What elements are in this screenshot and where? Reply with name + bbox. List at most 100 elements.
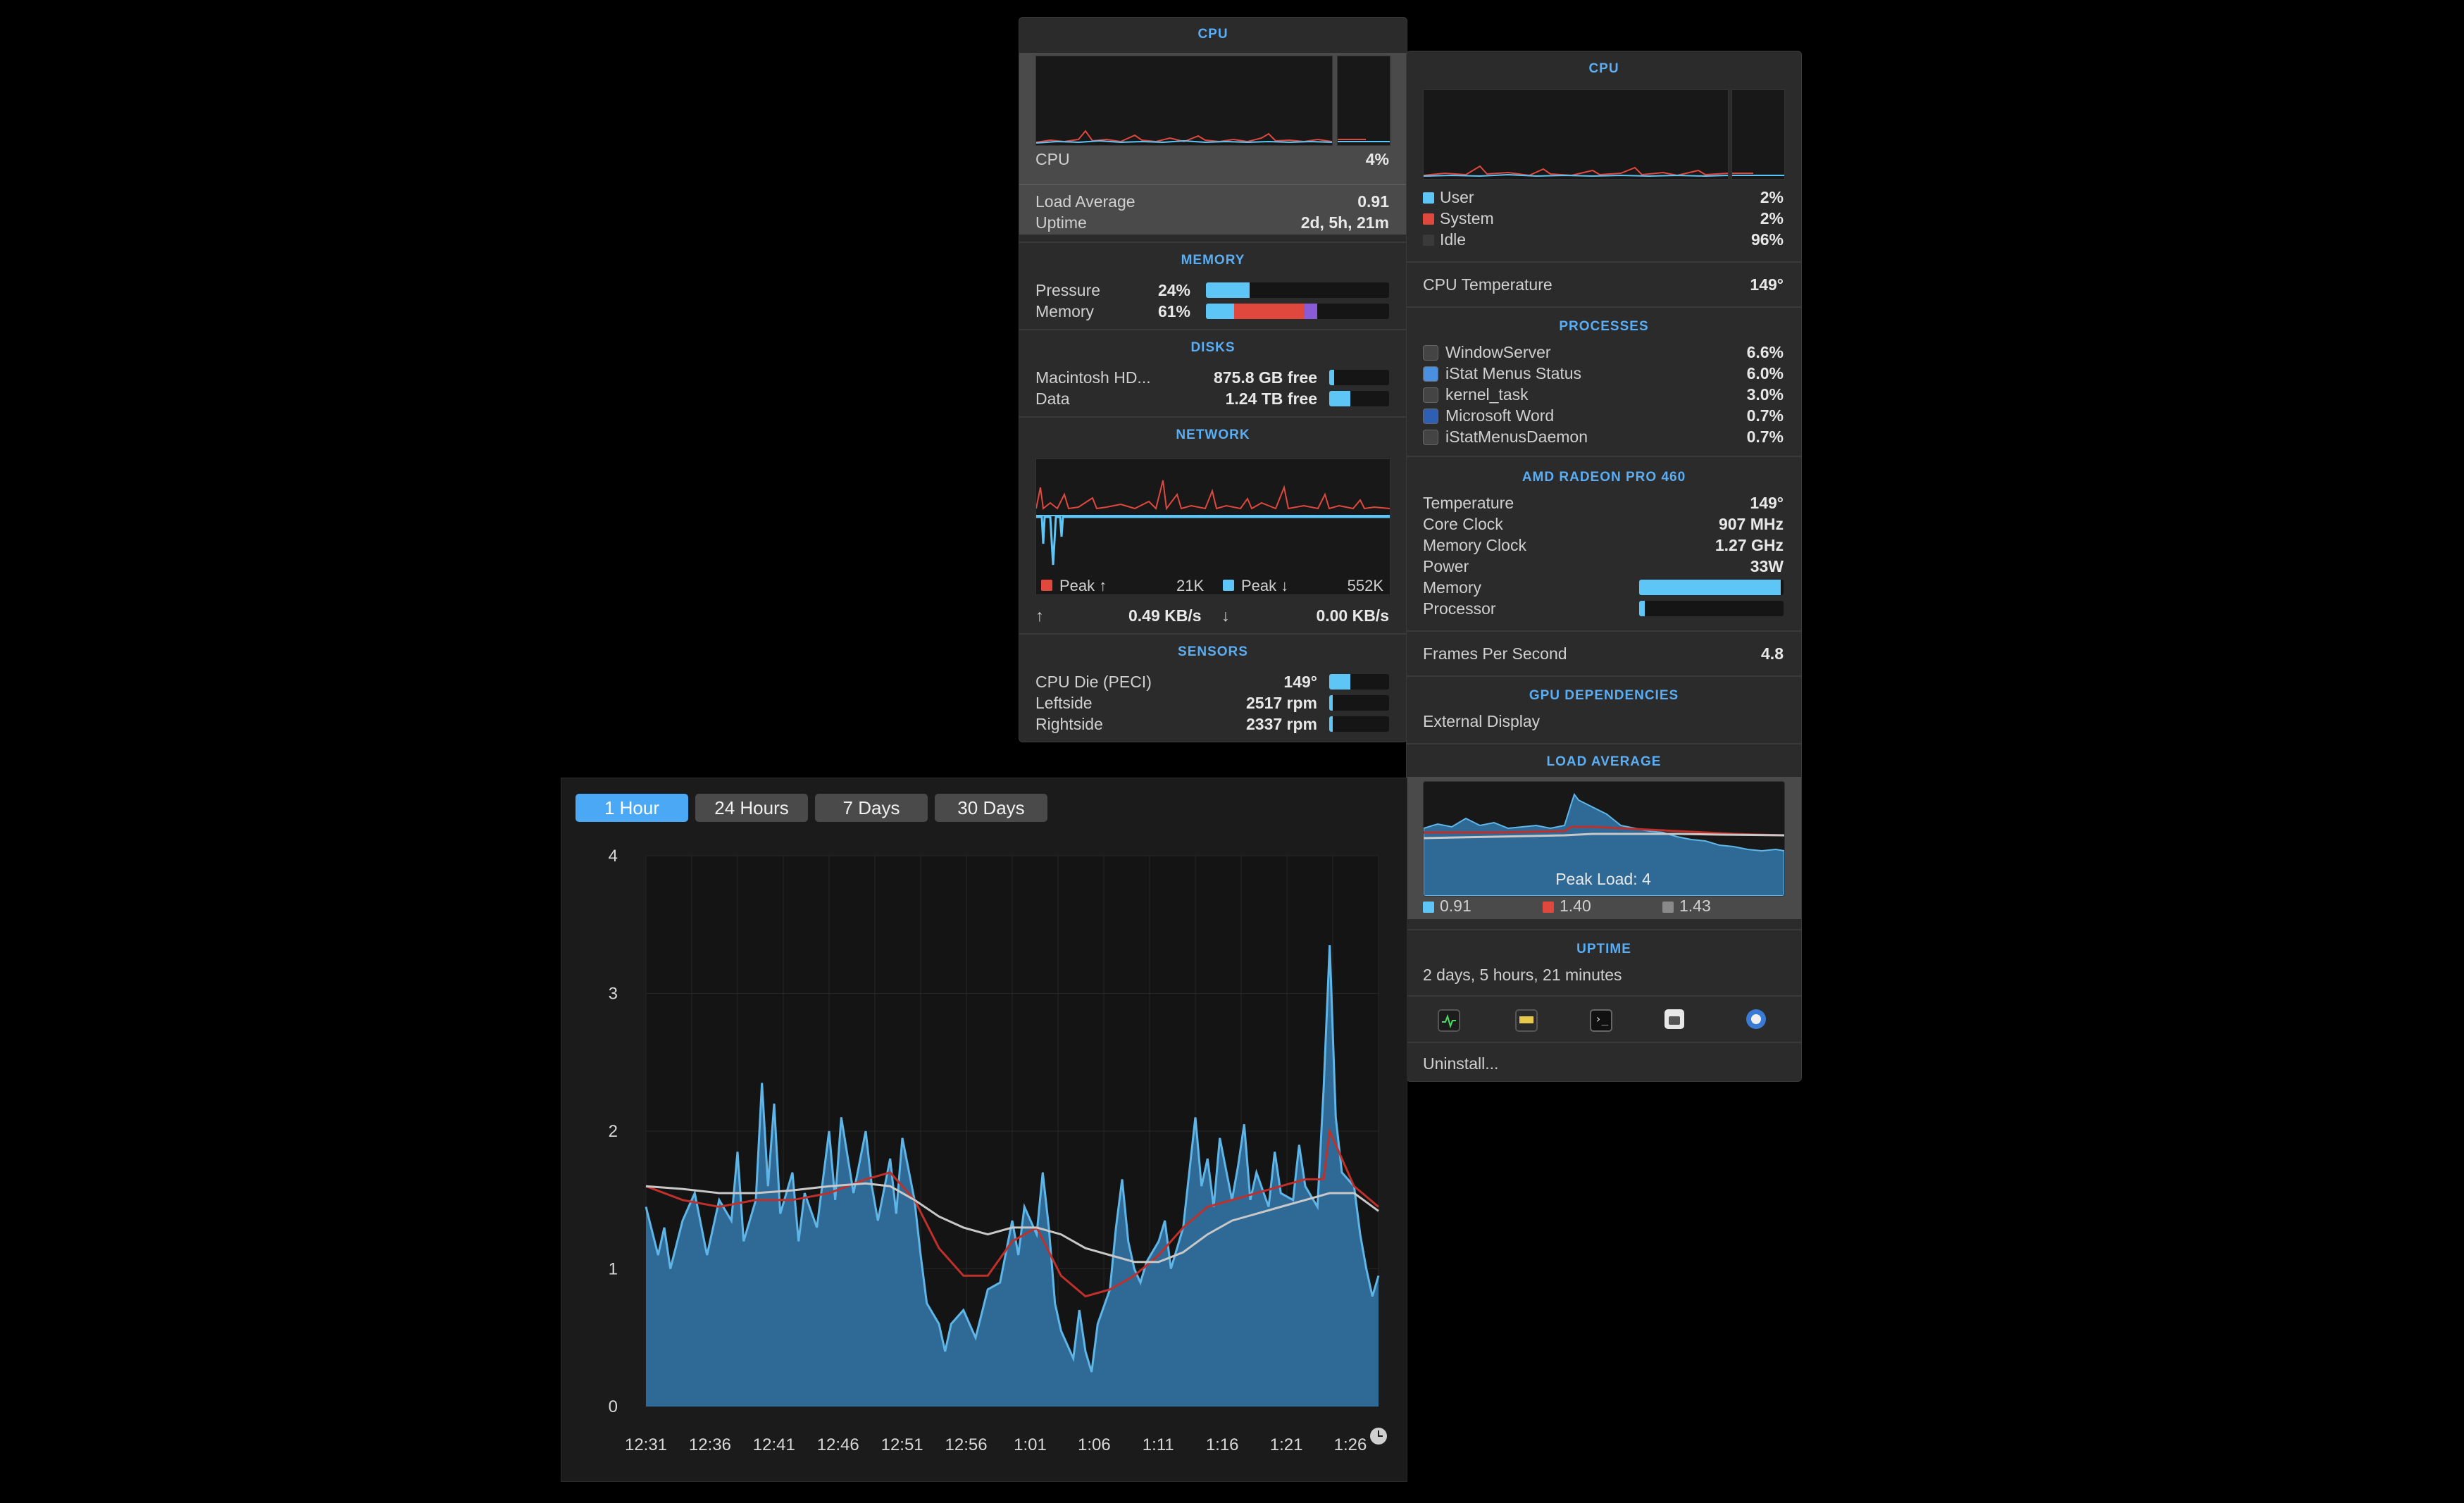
cpu-label: CPU [1035,149,1070,168]
range-tab-30-days[interactable]: 30 Days [935,794,1047,822]
cpu-history-graph [1035,56,1333,146]
separator [1407,675,1801,677]
cpu-section[interactable]: CPU CPU 4% Load Average 0.91 Uptime 2d, … [1019,18,1407,235]
memory-row: Memory 61% [1035,301,1190,322]
sensor-row: Rightside 2337 rpm [1035,713,1317,735]
gpu-memory-row: Memory [1423,577,1606,598]
right-cpu-header: CPU [1588,61,1619,76]
load-area-line [645,945,1380,1373]
memory-clock-value: 1.27 GHz [1715,535,1784,554]
user-label: User [1440,187,1474,206]
process-name-group: Microsoft Word [1423,406,1554,425]
cpu-usage-row: CPU 4% [1035,149,1389,170]
gpu-temperature-value: 149° [1750,493,1784,512]
network-header: NETWORK [1176,428,1250,442]
clock-icon[interactable] [1370,1428,1387,1445]
terminal-icon[interactable]: ›_ [1590,1009,1612,1032]
process-row[interactable]: Microsoft Word 0.7% [1423,405,1784,426]
process-name: iStat Menus Status [1445,363,1582,382]
load-legend-item: 0.91 [1423,897,1471,916]
process-cpu-value: 0.7% [1746,406,1784,425]
sensor-value: 149° [1283,672,1317,691]
uptime-value: 2d, 5h, 21m [1300,213,1389,232]
disk-usage-bar [1329,370,1389,385]
process-row[interactable]: iStatMenusDaemon 0.7% [1423,426,1784,447]
disk-free-value: 875.8 GB free [1213,368,1317,387]
disks-header: DISKS [1190,340,1236,355]
disk-row: Macintosh HD... 875.8 GB free [1035,367,1317,388]
sensor-bar [1329,716,1389,732]
peak-down-value: 552K [1347,577,1383,594]
process-row[interactable]: WindowServer 6.6% [1423,342,1784,363]
user-value: 2% [1760,187,1784,206]
separator [1407,306,1801,308]
memory-section[interactable]: MEMORY Pressure 24% Memory 61% [1019,243,1407,328]
istat-menus-icon[interactable] [1746,1009,1766,1029]
cpu-header: CPU [1197,27,1228,42]
core-clock-label: Core Clock [1423,514,1503,533]
istat-main-panel: CPU CPU 4% Load Average 0.91 Uptime 2d, … [1019,17,1407,742]
sensors-section[interactable]: SENSORS CPU Die (PECI) 149° Leftside 2517 r… [1019,635,1407,740]
up-rate: 0.49 KB/s [1128,606,1202,625]
y-tick-label: 0 [609,1397,618,1416]
network-graph [1035,459,1390,595]
network-section[interactable]: NETWORK Peak ↑ 21K Peak ↓ 552K ↑ 0.49 KB… [1019,418,1407,629]
cpu-temperature-value: 149° [1750,275,1784,294]
separator [1407,261,1801,263]
pressure-label: Pressure [1035,280,1101,299]
y-tick-label: 2 [609,1122,618,1141]
activity-monitor-icon[interactable] [1438,1009,1460,1032]
system-value: 2% [1760,208,1784,227]
processes-header: PROCESSES [1559,319,1649,334]
load-legend-swatch [1423,901,1434,913]
disk-name: Macintosh HD... [1035,368,1151,387]
network-rate-row: ↑ 0.49 KB/s ↓ 0.00 KB/s [1035,606,1389,628]
disks-section[interactable]: DISKS Macintosh HD... 875.8 GB free Data 1.… [1019,330,1407,415]
system-row: System 2% [1423,208,1784,229]
sensor-name: Leftside [1035,693,1093,712]
gpu-memory-label: Memory [1423,578,1482,597]
load-average-label: Load Average [1035,192,1135,211]
memory-clock-row: Memory Clock 1.27 GHz [1423,535,1784,556]
system-label: System [1440,208,1494,227]
load-area-fill [646,945,1379,1407]
process-row[interactable]: kernel_task 3.0% [1423,384,1784,405]
sensor-bar-fill [1329,716,1333,732]
pressure-value: 24% [1157,280,1190,299]
gpu-dependencies-header: GPU DEPENDENCIES [1529,688,1679,703]
x-tick-label: 12:46 [817,1435,859,1454]
pressure-bar [1206,282,1389,298]
x-tick-label: 12:56 [945,1435,988,1454]
range-tab-1-hour[interactable]: 1 Hour [575,794,688,822]
sensor-row: CPU Die (PECI) 149° [1035,671,1317,692]
peak-up-value: 21K [1176,577,1205,594]
load-average-graph [1423,781,1785,897]
cpu-temperature-row[interactable]: CPU Temperature 149° [1423,274,1784,295]
uptime-header: UPTIME [1576,942,1631,956]
cpu-temperature-label: CPU Temperature [1423,275,1553,294]
load-history-panel: 1 Hour 24 Hours 7 Days 30 Days 0 1 2 3 4 12:31 12… [561,778,1407,1482]
system-info-icon[interactable] [1665,1009,1684,1029]
process-cpu-value: 6.0% [1746,363,1784,382]
load-history-chart: 0 1 2 3 4 12:31 12:36 12:41 12:46 12:51 12:56 1:01 1… [609,847,1380,1454]
memory-label: Memory [1035,301,1095,320]
range-tab-7-days[interactable]: 7 Days [815,794,928,822]
x-tick-label: 12:51 [881,1435,923,1454]
separator [1407,743,1801,744]
idle-swatch [1423,235,1434,247]
range-tab-24-hours[interactable]: 24 Hours [695,794,808,822]
fps-value: 4.8 [1761,644,1784,663]
process-row[interactable]: iStat Menus Status 6.0% [1423,363,1784,384]
cpu-divider [1019,184,1407,185]
console-icon[interactable] [1515,1009,1538,1032]
gpu-temperature-label: Temperature [1423,493,1514,512]
load-legend-item: 1.43 [1662,897,1711,916]
disk-usage-bar [1329,391,1389,406]
uninstall-link[interactable]: Uninstall... [1423,1054,1499,1073]
y-tick-label: 1 [609,1260,618,1279]
load-average-legend: 0.91 1.40 1.43 [1423,897,1784,918]
gpu-processor-row: Processor [1423,598,1606,619]
load-legend-value: 0.91 [1440,897,1471,915]
fps-row: Frames Per Second 4.8 [1423,643,1784,664]
uptime-detail-value: 2 days, 5 hours, 21 minutes [1423,965,1622,984]
